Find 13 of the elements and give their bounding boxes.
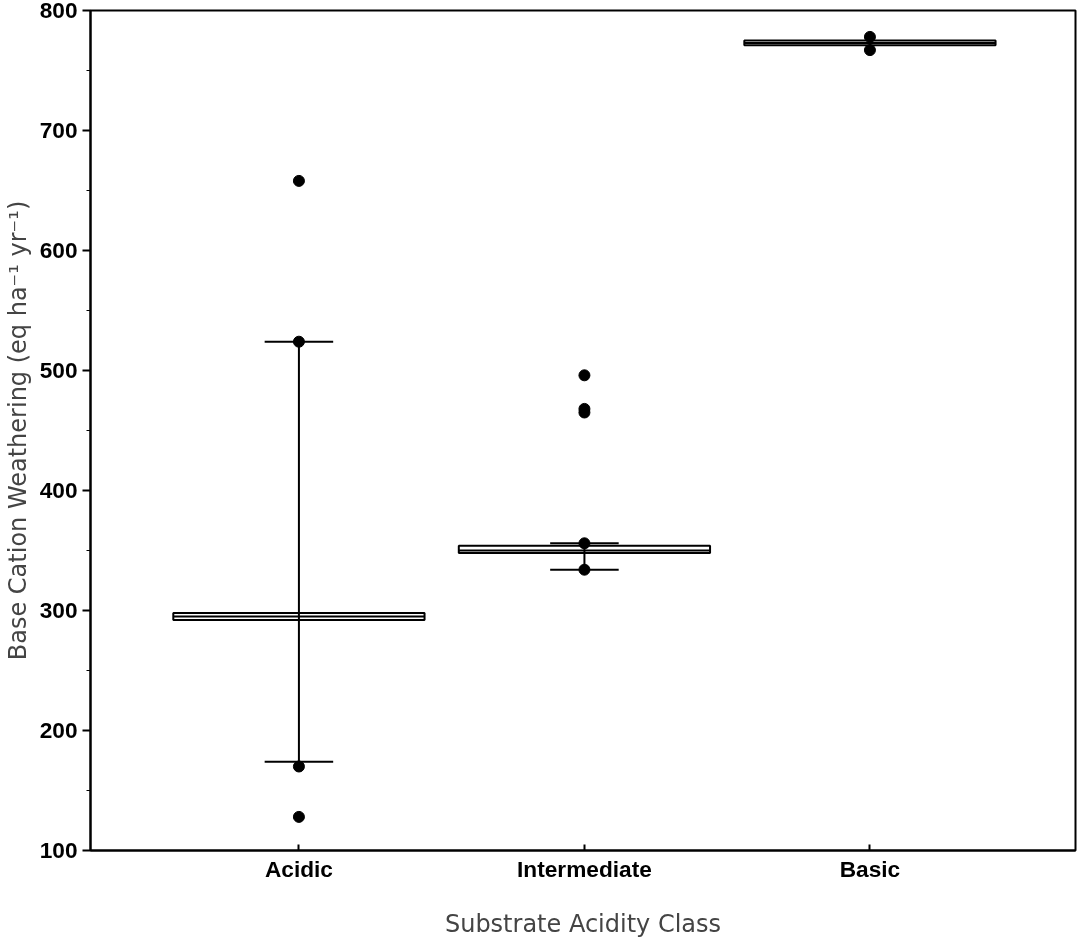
y-tick-label: 400 bbox=[39, 477, 78, 503]
x-axis-title: Substrate Acidity Class bbox=[444, 909, 722, 938]
x-tick-label: Intermediate bbox=[517, 855, 652, 882]
y-tick-label: 500 bbox=[39, 357, 78, 383]
y-tick-label: 100 bbox=[39, 837, 78, 863]
y-tick-label: 800 bbox=[39, 0, 78, 23]
y-axis-title: Base Cation Weathering (eq ha⁻¹ yr⁻¹) bbox=[3, 200, 32, 661]
y-tick-label: 300 bbox=[39, 597, 78, 623]
y-tick-label: 200 bbox=[39, 717, 78, 743]
y-tick-label: 600 bbox=[39, 237, 78, 263]
y-tick-label: 700 bbox=[39, 117, 78, 143]
x-tick-label: Acidic bbox=[264, 855, 333, 882]
x-tick-label: Basic bbox=[839, 855, 901, 882]
